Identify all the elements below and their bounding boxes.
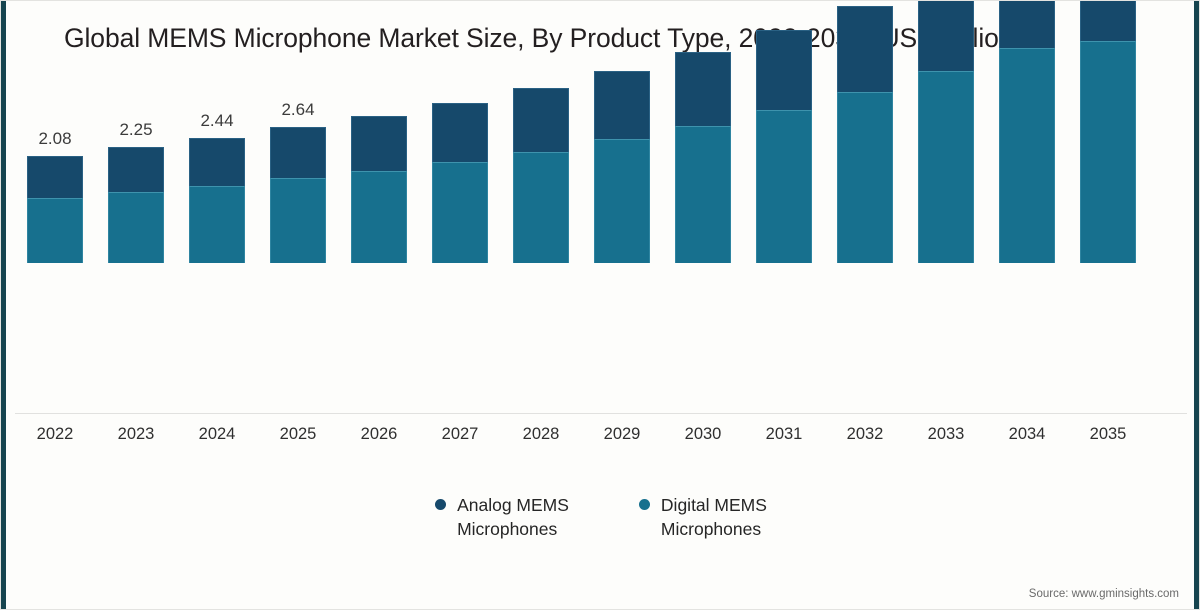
bar-segment-analog-2031[interactable]: [756, 30, 812, 110]
right-accent-rail: [1194, 1, 1199, 609]
chart-legend: Analog MEMS Microphones Digital MEMS Mic…: [1, 493, 1199, 541]
bar-segment-analog-2035[interactable]: [1080, 1, 1136, 41]
legend-item-digital[interactable]: Digital MEMS Microphones: [638, 493, 767, 541]
left-accent-rail: [1, 1, 6, 609]
bar-segment-digital-2034[interactable]: [999, 48, 1055, 263]
x-axis-tick-2031: 2031: [765, 425, 803, 443]
legend-marker-analog-icon: [435, 499, 447, 510]
bar-2023[interactable]: 2.25: [108, 120, 164, 263]
x-axis-tick-2027: 2027: [441, 425, 479, 443]
x-axis-tick-2024: 2024: [198, 425, 236, 443]
source-attribution: Source: www.gminsights.com: [1028, 588, 1179, 600]
x-axis-tick-2032: 2032: [846, 425, 884, 443]
left-accent-rail-spacer: [6, 1, 10, 609]
bar-segment-analog-2030[interactable]: [675, 52, 731, 126]
bar-2033[interactable]: [918, 1, 974, 263]
bar-2030[interactable]: [675, 52, 731, 263]
bar-segment-digital-2023[interactable]: [108, 192, 164, 263]
legend-label-digital-line1: Digital MEMS: [660, 495, 767, 515]
x-axis-tick-2030: 2030: [684, 425, 722, 443]
bar-2028[interactable]: [513, 88, 569, 263]
x-axis-tick-2033: 2033: [927, 425, 965, 443]
bar-segment-analog-2025[interactable]: [270, 127, 326, 178]
bar-segment-digital-2022[interactable]: [27, 198, 83, 263]
x-axis-tick-2026: 2026: [360, 425, 398, 443]
x-axis-tick-2034: 2034: [1008, 425, 1046, 443]
bar-segment-analog-2033[interactable]: [918, 1, 974, 71]
x-axis-tick-2029: 2029: [603, 425, 641, 443]
bar-segment-analog-2028[interactable]: [513, 88, 569, 152]
bar-value-label-2023: 2.25: [119, 120, 153, 139]
legend-label-analog-line1: Analog MEMS: [457, 495, 569, 515]
bar-2022[interactable]: 2.08: [27, 129, 83, 263]
x-axis-baseline: [15, 413, 1187, 414]
bar-segment-analog-2029[interactable]: [594, 71, 650, 139]
bar-segment-digital-2035[interactable]: [1080, 41, 1136, 263]
bar-segment-analog-2034[interactable]: [999, 1, 1055, 48]
bar-segment-digital-2030[interactable]: [675, 126, 731, 263]
bar-segment-digital-2026[interactable]: [351, 171, 407, 263]
bar-2029[interactable]: [594, 71, 650, 263]
right-accent-rail-spacer: [1190, 1, 1194, 609]
x-axis-tick-2023: 2023: [117, 425, 155, 443]
bar-2034[interactable]: [999, 1, 1055, 263]
bar-2025[interactable]: 2.64: [270, 100, 326, 263]
bar-2024[interactable]: 2.44: [189, 111, 245, 263]
bar-segment-analog-2024[interactable]: [189, 138, 245, 186]
legend-label-analog: Analog MEMS Microphones: [457, 493, 569, 541]
legend-item-analog[interactable]: Analog MEMS Microphones: [435, 493, 569, 541]
x-axis-tick-2028: 2028: [522, 425, 560, 443]
legend-label-digital-line2: Microphones: [660, 519, 762, 540]
x-axis-tick-2022: 2022: [36, 425, 74, 443]
bar-segment-digital-2029[interactable]: [594, 139, 650, 263]
bar-segment-digital-2033[interactable]: [918, 71, 974, 263]
bar-segment-analog-2032[interactable]: [837, 6, 893, 92]
bar-segment-analog-2022[interactable]: [27, 156, 83, 198]
bar-segment-digital-2024[interactable]: [189, 186, 245, 263]
bar-segment-digital-2028[interactable]: [513, 152, 569, 263]
bar-value-label-2025: 2.64: [281, 100, 315, 119]
bar-value-label-2022: 2.08: [38, 129, 72, 148]
bar-segment-digital-2025[interactable]: [270, 178, 326, 263]
bar-segment-digital-2031[interactable]: [756, 110, 812, 263]
x-axis-tick-2025: 2025: [279, 425, 317, 443]
bar-segment-analog-2023[interactable]: [108, 147, 164, 192]
bar-2031[interactable]: [756, 30, 812, 263]
legend-label-analog-line2: Microphones: [457, 519, 558, 540]
bar-segment-analog-2026[interactable]: [351, 116, 407, 171]
bar-segment-digital-2027[interactable]: [432, 162, 488, 263]
bar-segment-digital-2032[interactable]: [837, 92, 893, 263]
x-axis-tick-2035: 2035: [1089, 425, 1127, 443]
bar-segment-analog-2027[interactable]: [432, 103, 488, 162]
bar-2032[interactable]: [837, 6, 893, 263]
bar-2026[interactable]: [351, 116, 407, 263]
plot-area: 2.08 2022 2.25 2023 2.44 2024 2.64 2025 2026 2027…: [1, 1, 1199, 461]
bar-2027[interactable]: [432, 103, 488, 263]
legend-marker-digital-icon: [638, 499, 650, 510]
bar-2035[interactable]: [1080, 1, 1136, 263]
bar-value-label-2024: 2.44: [200, 111, 234, 130]
legend-label-digital: Digital MEMS Microphones: [661, 493, 767, 541]
